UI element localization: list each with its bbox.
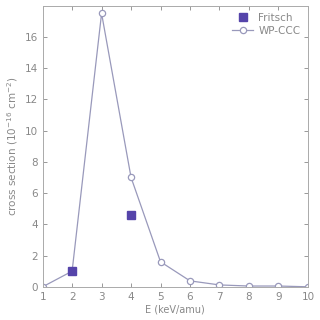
Fritsch [70, 269, 74, 273]
WP-CCC [247, 284, 251, 288]
WP-CCC [306, 285, 310, 289]
Legend: Fritsch, WP-CCC: Fritsch, WP-CCC [230, 11, 303, 38]
Fritsch [129, 213, 133, 217]
Y-axis label: cross section $(10^{-16}$ cm$^{-2})$: cross section $(10^{-16}$ cm$^{-2})$ [5, 76, 20, 216]
WP-CCC [218, 283, 221, 287]
WP-CCC [41, 285, 44, 289]
WP-CCC [129, 175, 133, 179]
WP-CCC [188, 279, 192, 283]
X-axis label: E (keV/amu): E (keV/amu) [145, 304, 205, 315]
WP-CCC [70, 269, 74, 273]
WP-CCC [100, 12, 103, 15]
WP-CCC [276, 284, 280, 288]
WP-CCC [159, 260, 163, 264]
Line: WP-CCC: WP-CCC [39, 10, 311, 290]
Line: Fritsch: Fritsch [68, 211, 135, 275]
